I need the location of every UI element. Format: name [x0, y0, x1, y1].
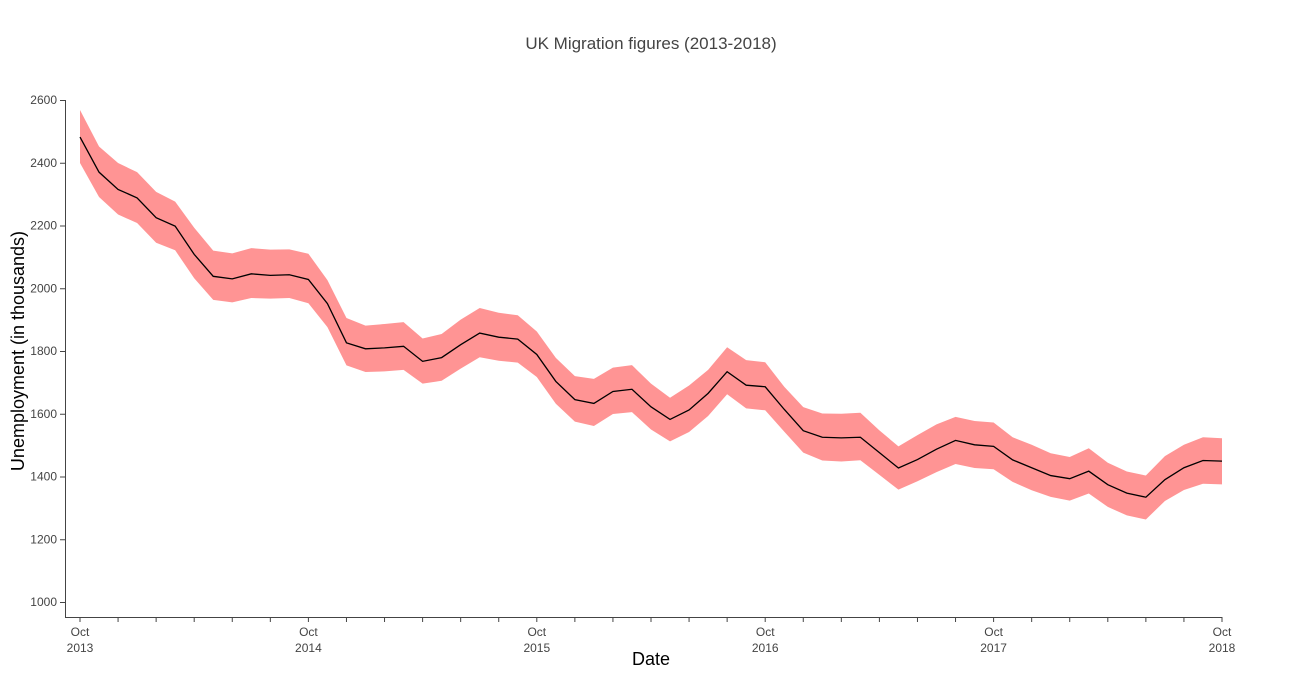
confidence-band — [80, 110, 1222, 520]
x-tick-label-month: Oct — [984, 625, 1003, 639]
x-tick-label-month: Oct — [756, 625, 775, 639]
y-tick-label: 2400 — [30, 156, 57, 170]
y-axis-ticks: 2600 2400 2200 2000 1800 1600 1400 1200 1000 — [30, 93, 65, 609]
y-tick-label: 1800 — [30, 344, 57, 358]
x-tick-label-month: Oct — [527, 625, 546, 639]
x-axis-title: Date — [632, 649, 670, 669]
x-tick-label-year: 2015 — [523, 641, 550, 655]
y-tick-label: 1400 — [30, 470, 57, 484]
x-tick-label-month: Oct — [71, 625, 90, 639]
x-tick-label-year: 2018 — [1209, 641, 1236, 655]
chart-title: UK Migration figures (2013-2018) — [525, 34, 776, 53]
y-tick-label: 1000 — [30, 595, 57, 609]
x-tick-label-month: Oct — [299, 625, 318, 639]
y-tick-label: 2000 — [30, 281, 57, 295]
x-tick-label-year: 2017 — [980, 641, 1007, 655]
y-tick-label: 1200 — [30, 532, 57, 546]
x-axis-ticks: Oct 2013 Oct 2014 Oct 2015 Oct 2016 Oct 2017 Oct 20… — [67, 617, 1236, 655]
y-tick-label: 2600 — [30, 93, 57, 107]
y-tick-label: 1600 — [30, 407, 57, 421]
x-tick-label-year: 2016 — [752, 641, 779, 655]
plot-area[interactable] — [79, 110, 1223, 520]
y-axis-title: Unemployment (in thousands) — [8, 231, 28, 471]
y-tick-label: 2200 — [30, 219, 57, 233]
x-tick-label-month: Oct — [1213, 625, 1232, 639]
x-tick-label-year: 2014 — [295, 641, 322, 655]
series-line — [79, 136, 1223, 498]
x-tick-label-year: 2013 — [67, 641, 94, 655]
